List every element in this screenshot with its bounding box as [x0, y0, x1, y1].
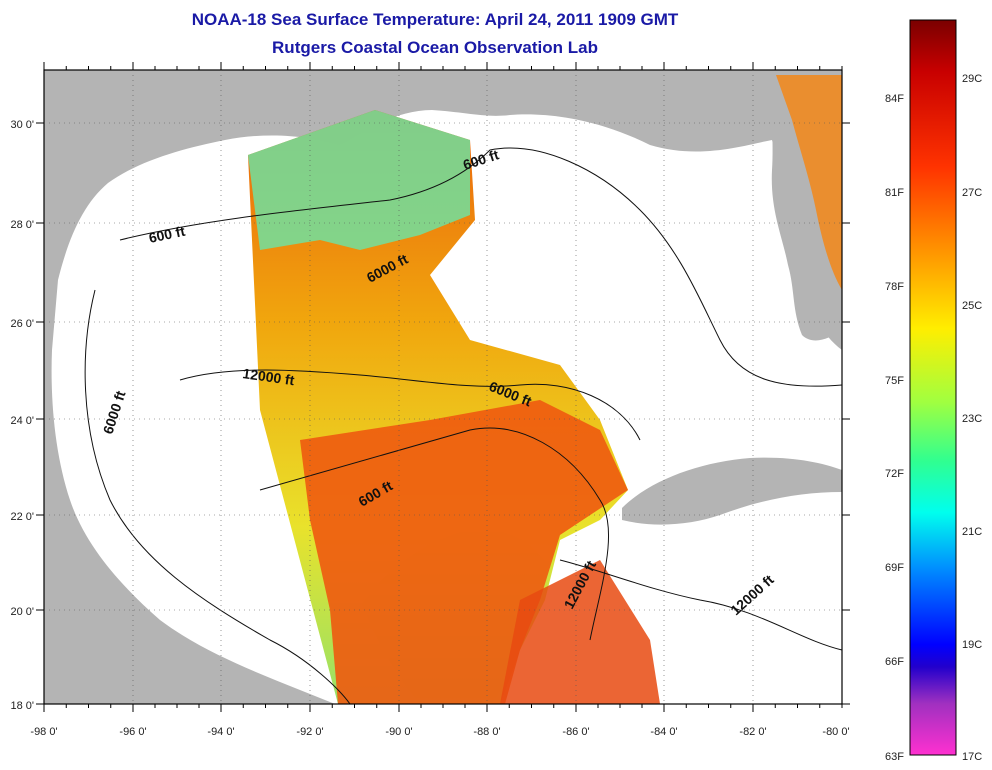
- lon-label-82: -82 0': [739, 726, 766, 738]
- colorbar-f-84: 84F: [885, 93, 904, 105]
- colorbar-f-81: 81F: [885, 187, 904, 199]
- axis-ticks: [36, 62, 850, 712]
- lon-label-94: -94 0': [207, 726, 234, 738]
- colorbar-c-23: 23C: [962, 413, 982, 425]
- sst-swath-north: [248, 110, 470, 250]
- sst-swath-south: [300, 400, 628, 704]
- lon-label-84: -84 0': [650, 726, 677, 738]
- colorbar-f-63: 63F: [885, 751, 904, 763]
- lon-label-80: -80 0': [822, 726, 849, 738]
- bathymetry-contours: [84, 147, 842, 704]
- lat-label-22: 22 0': [10, 511, 34, 523]
- sst-swath-atlantic: [776, 75, 842, 290]
- cuba-land: [622, 457, 842, 525]
- lon-label-90: -90 0': [385, 726, 412, 738]
- map-subtitle: Rutgers Coastal Ocean Observation Lab: [272, 38, 598, 57]
- lon-label-86: -86 0': [562, 726, 589, 738]
- colorbar-c-29: 29C: [962, 73, 982, 85]
- lat-label-20: 20 0': [10, 606, 34, 618]
- lat-label-24: 24 0': [10, 415, 34, 427]
- map-title: NOAA-18 Sea Surface Temperature: April 2…: [191, 10, 679, 29]
- contour-label-600-gulf: 600 ft: [147, 223, 186, 246]
- colorbar-c-21: 21C: [962, 526, 982, 538]
- colorbar-c-17: 17C: [962, 751, 982, 763]
- colorbar-f-78: 78F: [885, 281, 904, 293]
- colorbar-f-75: 75F: [885, 375, 904, 387]
- colorbar-c-27: 27C: [962, 187, 982, 199]
- colorbar-f-66: 66F: [885, 656, 904, 668]
- sst-swath-caribbean: [500, 560, 660, 704]
- lat-label-30: 30 0': [10, 119, 34, 131]
- colorbar-c-19: 19C: [962, 639, 982, 651]
- colorbar: [909, 19, 957, 756]
- lat-label-18: 18 0': [10, 700, 34, 712]
- lat-label-28: 28 0': [10, 219, 34, 231]
- graticule: [44, 70, 842, 704]
- lat-label-26: 26 0': [10, 318, 34, 330]
- lon-label-98: -98 0': [30, 726, 57, 738]
- lon-label-88: -88 0': [473, 726, 500, 738]
- colorbar-c-25: 25C: [962, 300, 982, 312]
- colorbar-f-69: 69F: [885, 562, 904, 574]
- contour-label-12000-center: 12000 ft: [242, 365, 296, 388]
- lon-label-96: -96 0': [119, 726, 146, 738]
- colorbar-f-72: 72F: [885, 468, 904, 480]
- lon-label-92: -92 0': [296, 726, 323, 738]
